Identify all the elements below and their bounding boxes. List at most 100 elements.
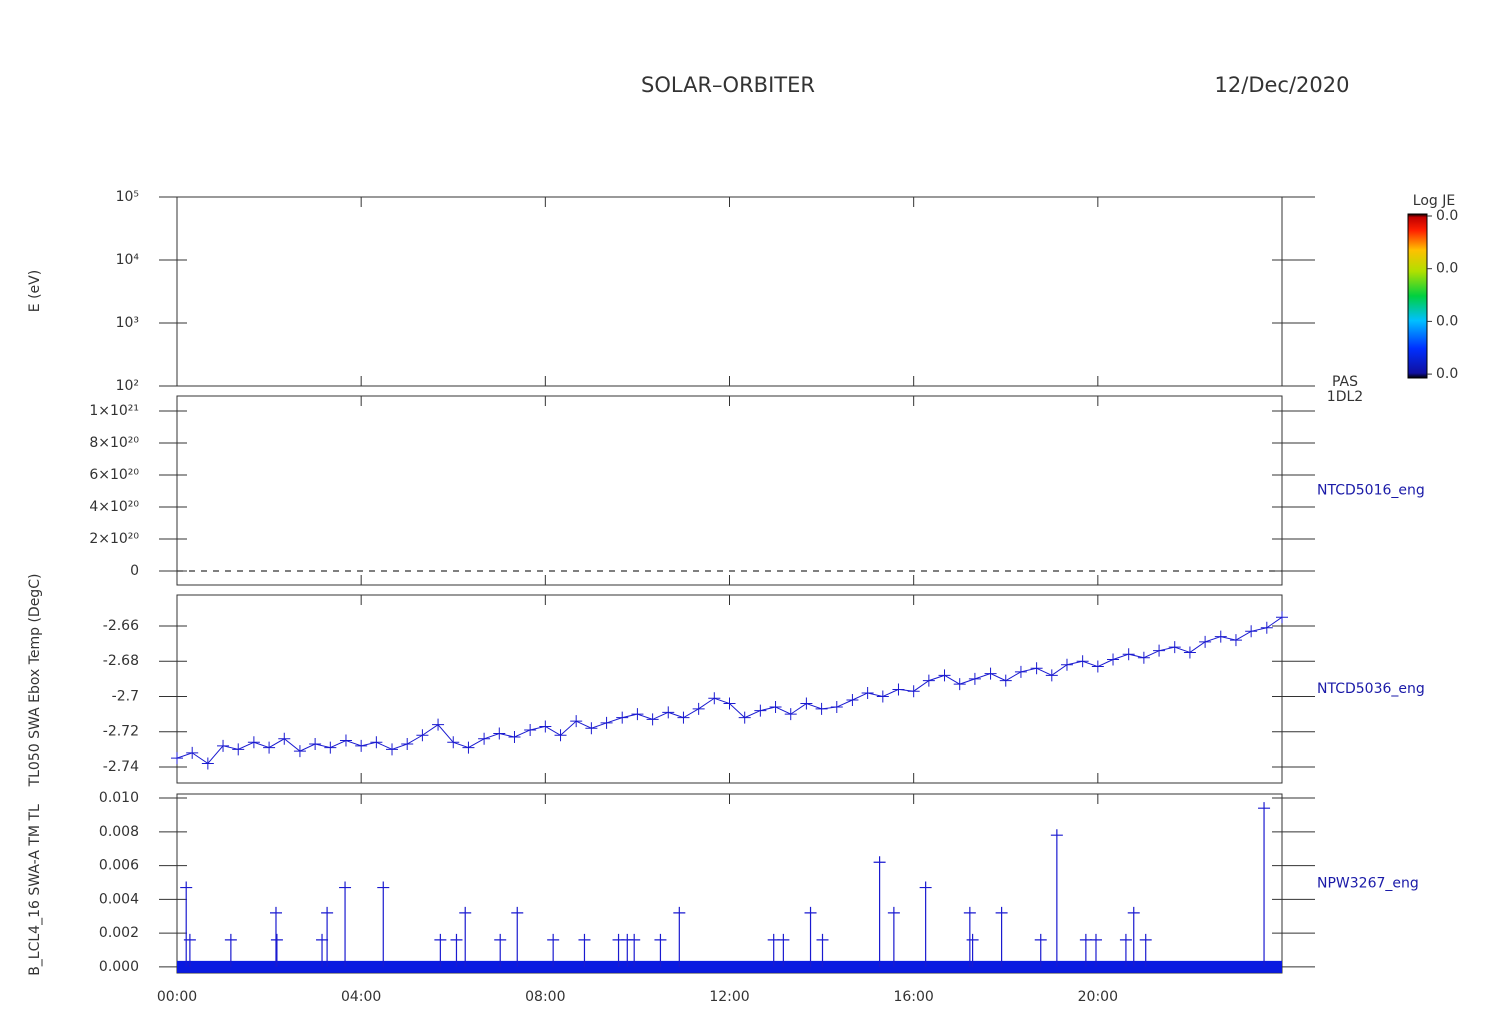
y-axis-label: B_LCL4_16 SWA-A TM TL bbox=[27, 804, 43, 976]
data-point bbox=[646, 713, 659, 726]
data-point bbox=[938, 669, 951, 682]
spike bbox=[673, 906, 686, 967]
y-tick-label: 0 bbox=[130, 563, 139, 579]
colorbar-tick-label: 0.0 bbox=[1436, 313, 1458, 329]
data-point bbox=[324, 741, 337, 754]
data-point bbox=[1183, 646, 1196, 659]
data-point bbox=[1060, 658, 1073, 671]
spike bbox=[966, 933, 979, 967]
data-point bbox=[432, 718, 445, 731]
data-point bbox=[1153, 644, 1166, 657]
x-tick-label: 12:00 bbox=[709, 989, 749, 1005]
colorbar-tick-label: 0.0 bbox=[1436, 366, 1458, 382]
data-point bbox=[907, 685, 920, 698]
spike bbox=[578, 933, 591, 967]
data-point bbox=[616, 711, 629, 724]
spike bbox=[270, 933, 283, 967]
spike bbox=[1258, 802, 1271, 967]
data-point bbox=[232, 743, 245, 756]
y-tick-label: 0.006 bbox=[99, 858, 139, 874]
data-point bbox=[830, 701, 843, 714]
data-point bbox=[478, 732, 491, 745]
colorbar-title: Log JE bbox=[1413, 193, 1455, 209]
y-tick-label: 0.002 bbox=[99, 925, 139, 941]
colorbar-tick-label: 0.0 bbox=[1436, 208, 1458, 224]
panel-frame bbox=[176, 196, 1283, 387]
data-point bbox=[1122, 648, 1135, 661]
spike bbox=[494, 933, 507, 967]
data-point bbox=[247, 736, 260, 749]
data-point bbox=[355, 739, 368, 752]
spike bbox=[224, 933, 237, 967]
data-point bbox=[217, 739, 230, 752]
spike bbox=[995, 906, 1008, 967]
data-point bbox=[462, 741, 475, 754]
data-point bbox=[1137, 651, 1150, 664]
y-tick-label: 0.000 bbox=[99, 959, 139, 975]
data-point bbox=[1260, 621, 1273, 634]
spike bbox=[654, 933, 667, 967]
spike bbox=[1089, 933, 1102, 967]
data-point bbox=[984, 667, 997, 680]
y-tick-label: 0.004 bbox=[99, 891, 139, 907]
data-point bbox=[524, 723, 537, 736]
data-point bbox=[968, 672, 981, 685]
x-tick-label: 08:00 bbox=[525, 989, 565, 1005]
spike bbox=[1079, 933, 1092, 967]
spike bbox=[511, 906, 524, 967]
spike bbox=[321, 906, 334, 967]
data-point bbox=[723, 697, 736, 710]
spike bbox=[804, 906, 817, 967]
data-point bbox=[815, 702, 828, 715]
panel-label: PAS bbox=[1332, 374, 1358, 390]
data-point bbox=[278, 732, 291, 745]
colorbar-tick-label: 0.0 bbox=[1436, 261, 1458, 277]
spike bbox=[1119, 933, 1132, 967]
spike bbox=[1050, 829, 1063, 967]
y-tick-label: 10² bbox=[116, 378, 139, 394]
x-tick-label: 04:00 bbox=[341, 989, 381, 1005]
data-point bbox=[892, 683, 905, 696]
colorbar bbox=[1407, 213, 1428, 379]
y-tick-label: 10⁴ bbox=[116, 252, 140, 268]
data-point bbox=[1030, 662, 1043, 675]
spike bbox=[547, 933, 560, 967]
data-point bbox=[585, 722, 598, 735]
data-point bbox=[416, 729, 429, 742]
y-tick-label: -2.72 bbox=[103, 724, 139, 740]
data-point bbox=[293, 745, 306, 758]
data-point bbox=[1214, 630, 1227, 643]
data-point bbox=[677, 711, 690, 724]
data-point bbox=[508, 731, 521, 744]
data-point bbox=[201, 757, 214, 770]
y-axis-label: TL050 SWA Ebox Temp (DegC) bbox=[27, 574, 43, 788]
title: SOLAR–ORBITER bbox=[641, 73, 815, 97]
spike bbox=[183, 933, 196, 967]
spike bbox=[316, 933, 329, 967]
data-point bbox=[339, 734, 352, 747]
date: 12/Dec/2020 bbox=[1215, 73, 1350, 97]
spike bbox=[339, 881, 352, 967]
data-point bbox=[493, 727, 506, 740]
data-point bbox=[370, 736, 383, 749]
data-point bbox=[554, 729, 567, 742]
spike bbox=[816, 933, 829, 967]
data-point bbox=[754, 704, 767, 717]
spike bbox=[377, 881, 390, 967]
spike bbox=[269, 906, 282, 967]
data-point bbox=[186, 746, 199, 759]
data-point bbox=[1245, 625, 1258, 638]
data-point bbox=[922, 674, 935, 687]
data-point bbox=[800, 697, 813, 710]
data-point bbox=[1045, 669, 1058, 682]
data-point bbox=[309, 738, 322, 751]
y-tick-label: 0.008 bbox=[99, 824, 139, 840]
data-point bbox=[600, 716, 613, 729]
data-point bbox=[447, 736, 460, 749]
y-tick-label: 0.010 bbox=[99, 790, 139, 806]
spike bbox=[887, 906, 900, 967]
data-point bbox=[401, 738, 414, 751]
spike bbox=[777, 933, 790, 967]
panel-frame bbox=[176, 395, 1283, 586]
